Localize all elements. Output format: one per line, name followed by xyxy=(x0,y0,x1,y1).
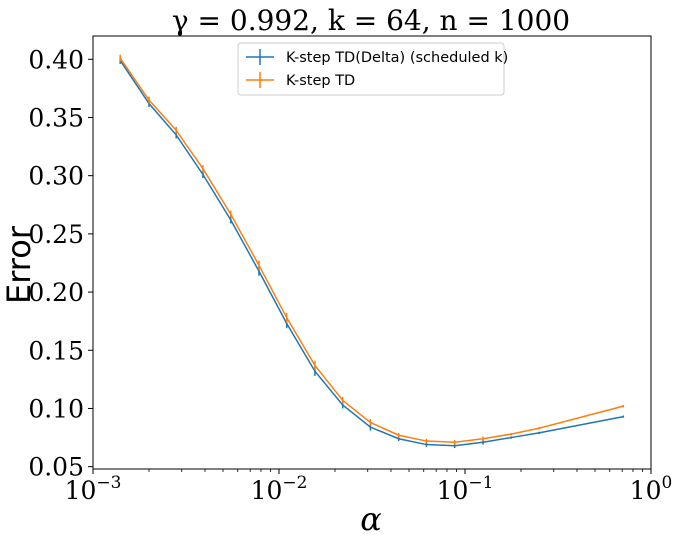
legend-box xyxy=(237,42,505,96)
y-tick-label: 0.15 xyxy=(28,336,84,365)
series-line xyxy=(119,60,624,447)
x-tick-label: 10−1 xyxy=(437,473,494,505)
legend-entry-1: K-step TD(Delta) (scheduled k) xyxy=(246,49,508,66)
legend-label: K-step TD xyxy=(286,73,355,89)
legend-label: K-step TD(Delta) (scheduled k) xyxy=(286,50,508,66)
plot-frame xyxy=(92,35,652,470)
x-tick-label: 100 xyxy=(630,473,673,505)
y-tick-label: 0.35 xyxy=(28,103,84,132)
series-2 xyxy=(119,54,625,445)
legend: K-step TD(Delta) (scheduled k) K-step TD xyxy=(237,42,508,96)
series-line xyxy=(119,57,624,443)
chart-title: γ = 0.992, k = 64, n = 1000 xyxy=(172,4,570,37)
series-1 xyxy=(119,56,625,449)
plot-area xyxy=(119,54,625,449)
x-axis-label: α xyxy=(360,500,382,538)
legend-entry-2: K-step TD xyxy=(246,72,355,89)
y-tick-label: 0.20 xyxy=(28,278,84,307)
y-axis-label: Error xyxy=(0,225,38,304)
y-tick-label: 0.25 xyxy=(28,220,84,249)
y-tick-label: 0.40 xyxy=(28,45,84,74)
axes: 0.05 0.10 0.15 0.20 0.25 0.30 0.35 0.40 10−3 10−2… xyxy=(28,35,673,505)
y-tick-label: 0.05 xyxy=(28,453,84,482)
x-tick-label: 10−2 xyxy=(251,473,308,505)
x-tick-label: 10−3 xyxy=(65,473,122,505)
y-tick-label: 0.30 xyxy=(28,162,84,191)
y-tick-label: 0.10 xyxy=(28,394,84,423)
